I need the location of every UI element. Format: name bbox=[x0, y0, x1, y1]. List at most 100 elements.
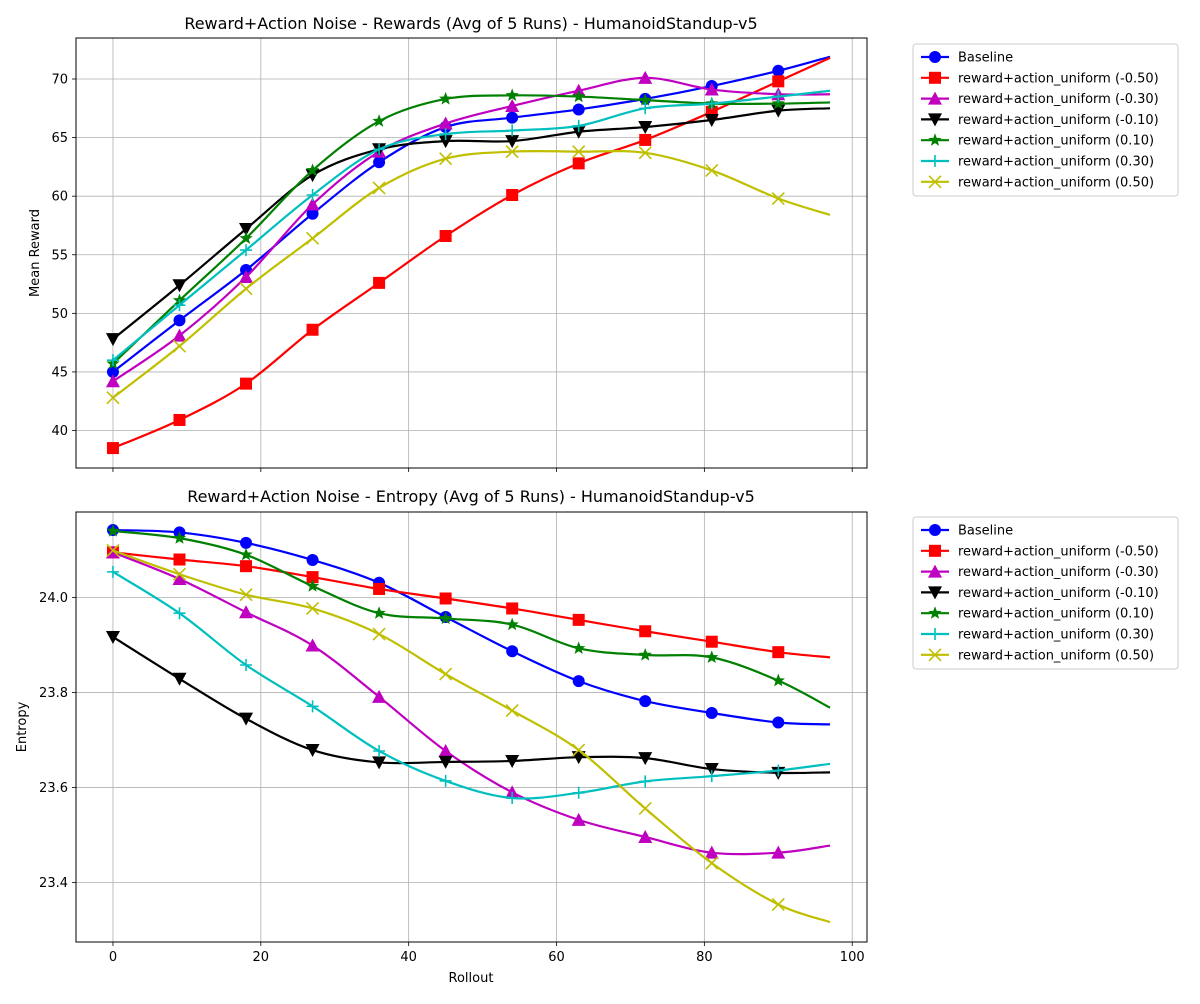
rewards-series-2-point bbox=[704, 82, 719, 96]
rewards-y-tick-label: 70 bbox=[51, 73, 68, 88]
entropy-series-1-point bbox=[639, 625, 652, 638]
rewards-series-6-point bbox=[505, 145, 519, 159]
entropy-legend-label-0: Baseline bbox=[958, 524, 1013, 539]
entropy-series-2-point bbox=[704, 845, 719, 859]
rewards-series-5-point bbox=[772, 90, 785, 103]
rewards-series-5-point bbox=[240, 244, 253, 257]
rewards-series-4-point bbox=[505, 88, 519, 102]
entropy-legend-marker-1 bbox=[929, 544, 941, 557]
entropy-y-tick-label: 24.0 bbox=[39, 591, 68, 606]
entropy-series-6-point bbox=[106, 543, 120, 558]
rewards-legend-marker-3 bbox=[928, 113, 942, 127]
rewards-series-5-point bbox=[306, 189, 319, 202]
entropy-series-4-point bbox=[172, 531, 187, 544]
rewards-series-4-point bbox=[438, 91, 453, 105]
rewards-series-5-point bbox=[106, 354, 119, 367]
entropy-series-3-point bbox=[172, 672, 187, 686]
entropy-series-0-point bbox=[306, 553, 319, 566]
entropy-series-4-point bbox=[572, 641, 586, 655]
entropy-series-1-point bbox=[705, 635, 718, 648]
rewards-series-3-point bbox=[638, 121, 653, 135]
entropy-series-4-point bbox=[106, 524, 120, 537]
rewards-series-5-point bbox=[572, 119, 585, 132]
rewards-series-3-point bbox=[239, 222, 254, 236]
entropy-series-0-point bbox=[639, 695, 652, 708]
rewards-series-6-point bbox=[705, 163, 719, 177]
entropy-series-3-point bbox=[704, 763, 719, 777]
rewards-legend-frame bbox=[912, 43, 1179, 197]
rewards-series-1-point bbox=[106, 442, 119, 455]
rewards-series-3-point bbox=[571, 125, 586, 139]
rewards-series-6-point bbox=[439, 152, 453, 166]
entropy-legend-marker-2 bbox=[928, 564, 942, 578]
entropy-series-1-point bbox=[373, 582, 386, 595]
entropy-legend-label-5: reward+action_uniform (0.30) bbox=[958, 628, 1154, 643]
entropy-series-1-point bbox=[572, 613, 585, 626]
rewards-series-0-point bbox=[506, 111, 519, 124]
entropy-series-2-point bbox=[505, 785, 520, 799]
entropy-series-4-point bbox=[771, 673, 785, 687]
entropy-ticks: 0 20 40 60 80 100 23.4 23.6 23.8 24.0 bbox=[39, 591, 865, 965]
entropy-y-tick-label: 23.4 bbox=[39, 876, 68, 891]
rewards-series-2-point bbox=[105, 374, 120, 388]
rewards-series-2-point bbox=[172, 328, 187, 342]
rewards-series-6-point bbox=[106, 391, 120, 405]
rewards-y-tick-label: 40 bbox=[51, 424, 68, 439]
rewards-legend-marker-1 bbox=[929, 71, 941, 84]
rewards-series-2-point bbox=[438, 116, 453, 130]
entropy-series-5-point bbox=[373, 744, 386, 757]
rewards-series-6-point bbox=[372, 181, 386, 195]
entropy-series-2-point bbox=[105, 545, 120, 559]
entropy-series-5-point bbox=[639, 775, 652, 788]
entropy-plot-frame bbox=[75, 511, 868, 943]
entropy-legend-marker-5 bbox=[929, 628, 941, 640]
entropy-x-tick-label: 0 bbox=[109, 950, 117, 965]
rewards-series-2-point bbox=[638, 70, 653, 84]
entropy-series-5-point bbox=[772, 764, 785, 777]
rewards-series-1-point bbox=[772, 75, 785, 88]
entropy-series-4-point bbox=[305, 579, 320, 592]
entropy-x-tick-label: 40 bbox=[400, 950, 417, 965]
rewards-series-3-point bbox=[105, 333, 120, 347]
rewards-series-0-point bbox=[106, 365, 119, 378]
entropy-series-2-point bbox=[771, 845, 786, 859]
rewards-legend-label-1: reward+action_uniform (-0.50) bbox=[958, 71, 1159, 86]
entropy-series-4-point bbox=[239, 547, 253, 561]
entropy-series-0-point bbox=[240, 536, 253, 549]
entropy-series-5-point bbox=[572, 786, 585, 799]
rewards-panel: Reward+Action Noise - Rewards (Avg of 5 … bbox=[28, 14, 1179, 472]
entropy-series-5-point bbox=[306, 700, 319, 713]
rewards-y-tick-label: 65 bbox=[51, 131, 68, 146]
rewards-legend-label-3: reward+action_uniform (-0.10) bbox=[958, 113, 1159, 128]
rewards-plot-frame bbox=[75, 37, 868, 469]
rewards-series-0-point bbox=[373, 156, 386, 169]
entropy-series-1-point bbox=[506, 602, 519, 615]
entropy-series-5-point bbox=[439, 774, 452, 787]
entropy-series-6-point bbox=[305, 601, 320, 616]
rewards-y-tick-label: 45 bbox=[51, 365, 68, 380]
entropy-legend-label-6: reward+action_uniform (0.50) bbox=[958, 648, 1154, 663]
entropy-series-3-point bbox=[438, 755, 453, 769]
entropy-legend-label-4: reward+action_uniform (0.10) bbox=[958, 607, 1154, 622]
entropy-series-3-point bbox=[305, 744, 320, 758]
entropy-series-1-point bbox=[439, 592, 452, 605]
entropy-series-6-point bbox=[239, 588, 253, 602]
entropy-series-6-point bbox=[705, 856, 719, 870]
rewards-series-3-point bbox=[172, 279, 187, 293]
rewards-series-1-point bbox=[240, 377, 253, 390]
rewards-grid bbox=[76, 38, 867, 468]
entropy-series-2-point bbox=[638, 829, 653, 843]
entropy-series-5-point bbox=[173, 607, 186, 620]
rewards-y-axis-label: Mean Reward bbox=[28, 209, 43, 297]
entropy-series-6-point bbox=[572, 743, 586, 757]
rewards-series-5-point bbox=[373, 143, 386, 156]
rewards-series-2-point bbox=[505, 98, 520, 112]
rewards-series-5-point bbox=[639, 102, 652, 115]
entropy-x-tick-label: 100 bbox=[840, 950, 865, 965]
entropy-series-1-point bbox=[306, 571, 319, 584]
entropy-series-1-point bbox=[772, 646, 785, 659]
rewards-series-6-point bbox=[638, 146, 652, 160]
entropy-series-0-point bbox=[506, 645, 519, 658]
rewards-series-6-point bbox=[771, 191, 785, 206]
